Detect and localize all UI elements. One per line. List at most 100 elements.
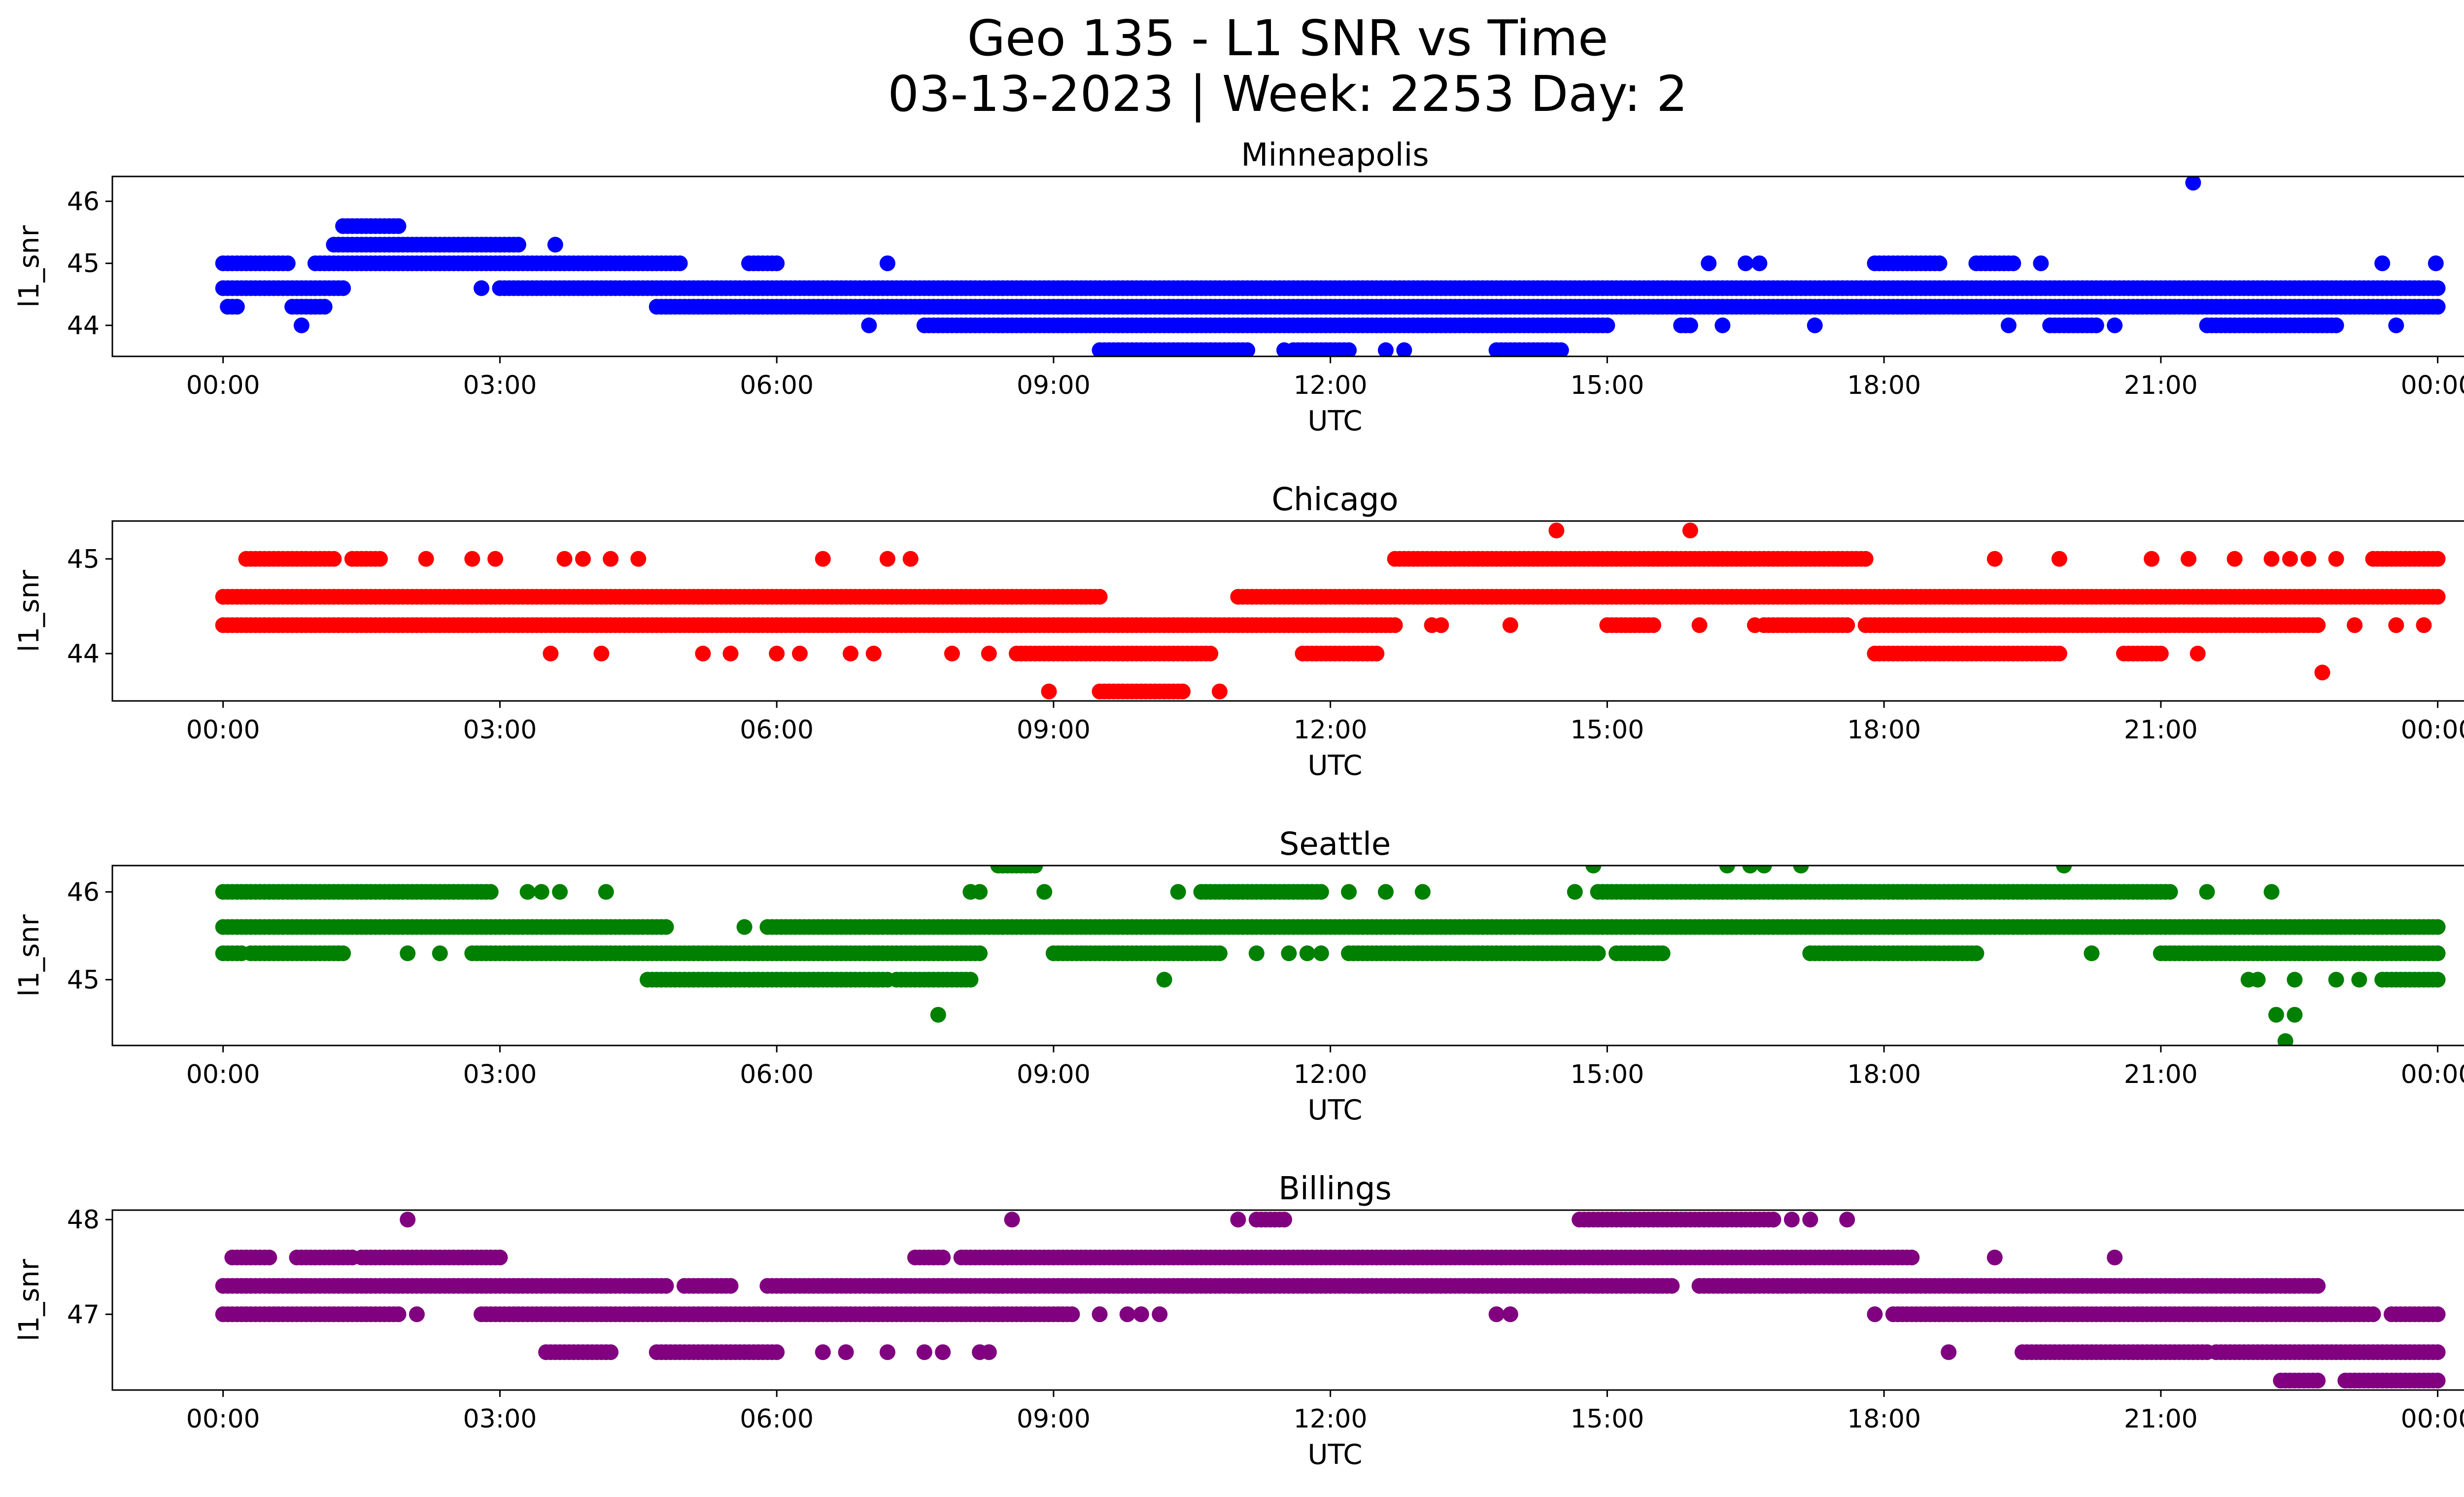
data-point [1590,945,1606,961]
data-point [1567,884,1583,900]
x-axis-label: UTC [1307,1439,1362,1471]
data-point [2430,280,2446,296]
data-point [2268,1007,2284,1023]
data-point [658,919,674,935]
data-point [603,1344,619,1360]
data-point [2153,645,2169,661]
data-point [293,317,309,334]
data-point [1986,1250,2003,1266]
data-point [432,945,448,961]
data-point [838,1344,854,1360]
data-point [1747,617,1763,633]
data-point [843,645,858,661]
data-point [916,1344,932,1360]
data-point [630,551,647,567]
data-point [2181,551,2196,567]
data-point [2416,617,2432,633]
data-point [330,945,346,961]
data-point [2365,1306,2381,1323]
x-tick-label: 03:00 [463,715,537,745]
data-point [2347,617,2363,633]
data-point [1378,342,1394,356]
data-point [1313,945,1329,961]
x-tick-label: 03:00 [463,1404,537,1434]
data-point [2000,317,2017,334]
data-point [2287,972,2303,988]
y-tick-label: 48 [67,1205,100,1235]
data-point [1133,1306,1149,1323]
axes-frame [111,865,2464,1046]
x-tick-label: 03:00 [463,371,537,400]
data-point [1378,884,1394,900]
data-point [930,1007,946,1023]
data-point [2296,945,2312,961]
data-point [1092,1306,1108,1323]
data-point [1488,1306,1505,1323]
data-point [972,945,988,961]
data-point [2310,1372,2326,1389]
data-point [1839,617,1855,633]
data-point [1239,342,1256,356]
x-tick-label: 00:00 [186,1060,260,1089]
x-tick-label: 21:00 [2124,371,2198,400]
data-point [2430,589,2446,605]
y-tick-label: 44 [67,311,100,341]
x-tick-label: 00:00 [2401,371,2464,400]
x-tick-label: 12:00 [1294,371,1368,400]
data-point [861,317,877,334]
data-point [1138,299,1154,315]
data-point [769,645,785,661]
x-axis-label: UTC [1307,750,1362,782]
data-point [2250,972,2266,988]
data-point [1359,645,1375,661]
x-tick-label: 12:00 [1294,715,1368,745]
data-point [722,645,739,661]
data-point [492,1250,508,1266]
data-point [1341,884,1357,900]
data-point [2263,884,2280,900]
x-axis-label: UTC [1307,1094,1362,1126]
data-point [2310,1278,2326,1294]
x-tick-label: 00:00 [186,1404,260,1434]
data-point [865,645,882,661]
y-tick-label: 45 [67,545,100,574]
data-point [792,645,808,661]
data-point [2428,255,2444,272]
data-point [2190,645,2206,661]
series-seattle [215,866,2446,1045]
data-point [1783,1212,1800,1228]
data-point [2430,972,2446,988]
data-point [1793,866,1809,873]
subplot-title: Minneapolis [1241,137,1429,174]
data-point [1802,1212,1818,1228]
axes-frame [111,175,2464,357]
data-point [769,1344,785,1360]
y-tick-label: 44 [67,639,100,669]
data-point [2088,317,2104,334]
data-point [1931,255,1948,272]
data-point [418,551,434,567]
data-point [229,299,245,315]
data-point [1585,866,1602,873]
data-point [1765,1212,1781,1228]
x-tick-label: 06:00 [740,371,814,400]
data-point [815,1344,831,1360]
data-point [815,551,831,567]
y-axis-label: l1_snr [13,225,45,308]
x-tick-label: 18:00 [1847,715,1921,745]
data-point [2328,317,2344,334]
data-point [1502,1306,1518,1323]
data-point [1387,617,1403,633]
data-point [2310,617,2326,633]
data-point [1664,1278,1680,1294]
y-tick-label: 45 [67,965,100,995]
data-point [2051,551,2067,567]
data-point [1341,342,1357,356]
data-point [474,280,489,296]
data-point [2287,1007,2303,1023]
x-tick-label: 15:00 [1570,371,1644,400]
data-point [335,280,351,296]
x-tick-label: 21:00 [2124,715,2198,745]
data-point [1152,1306,1168,1323]
